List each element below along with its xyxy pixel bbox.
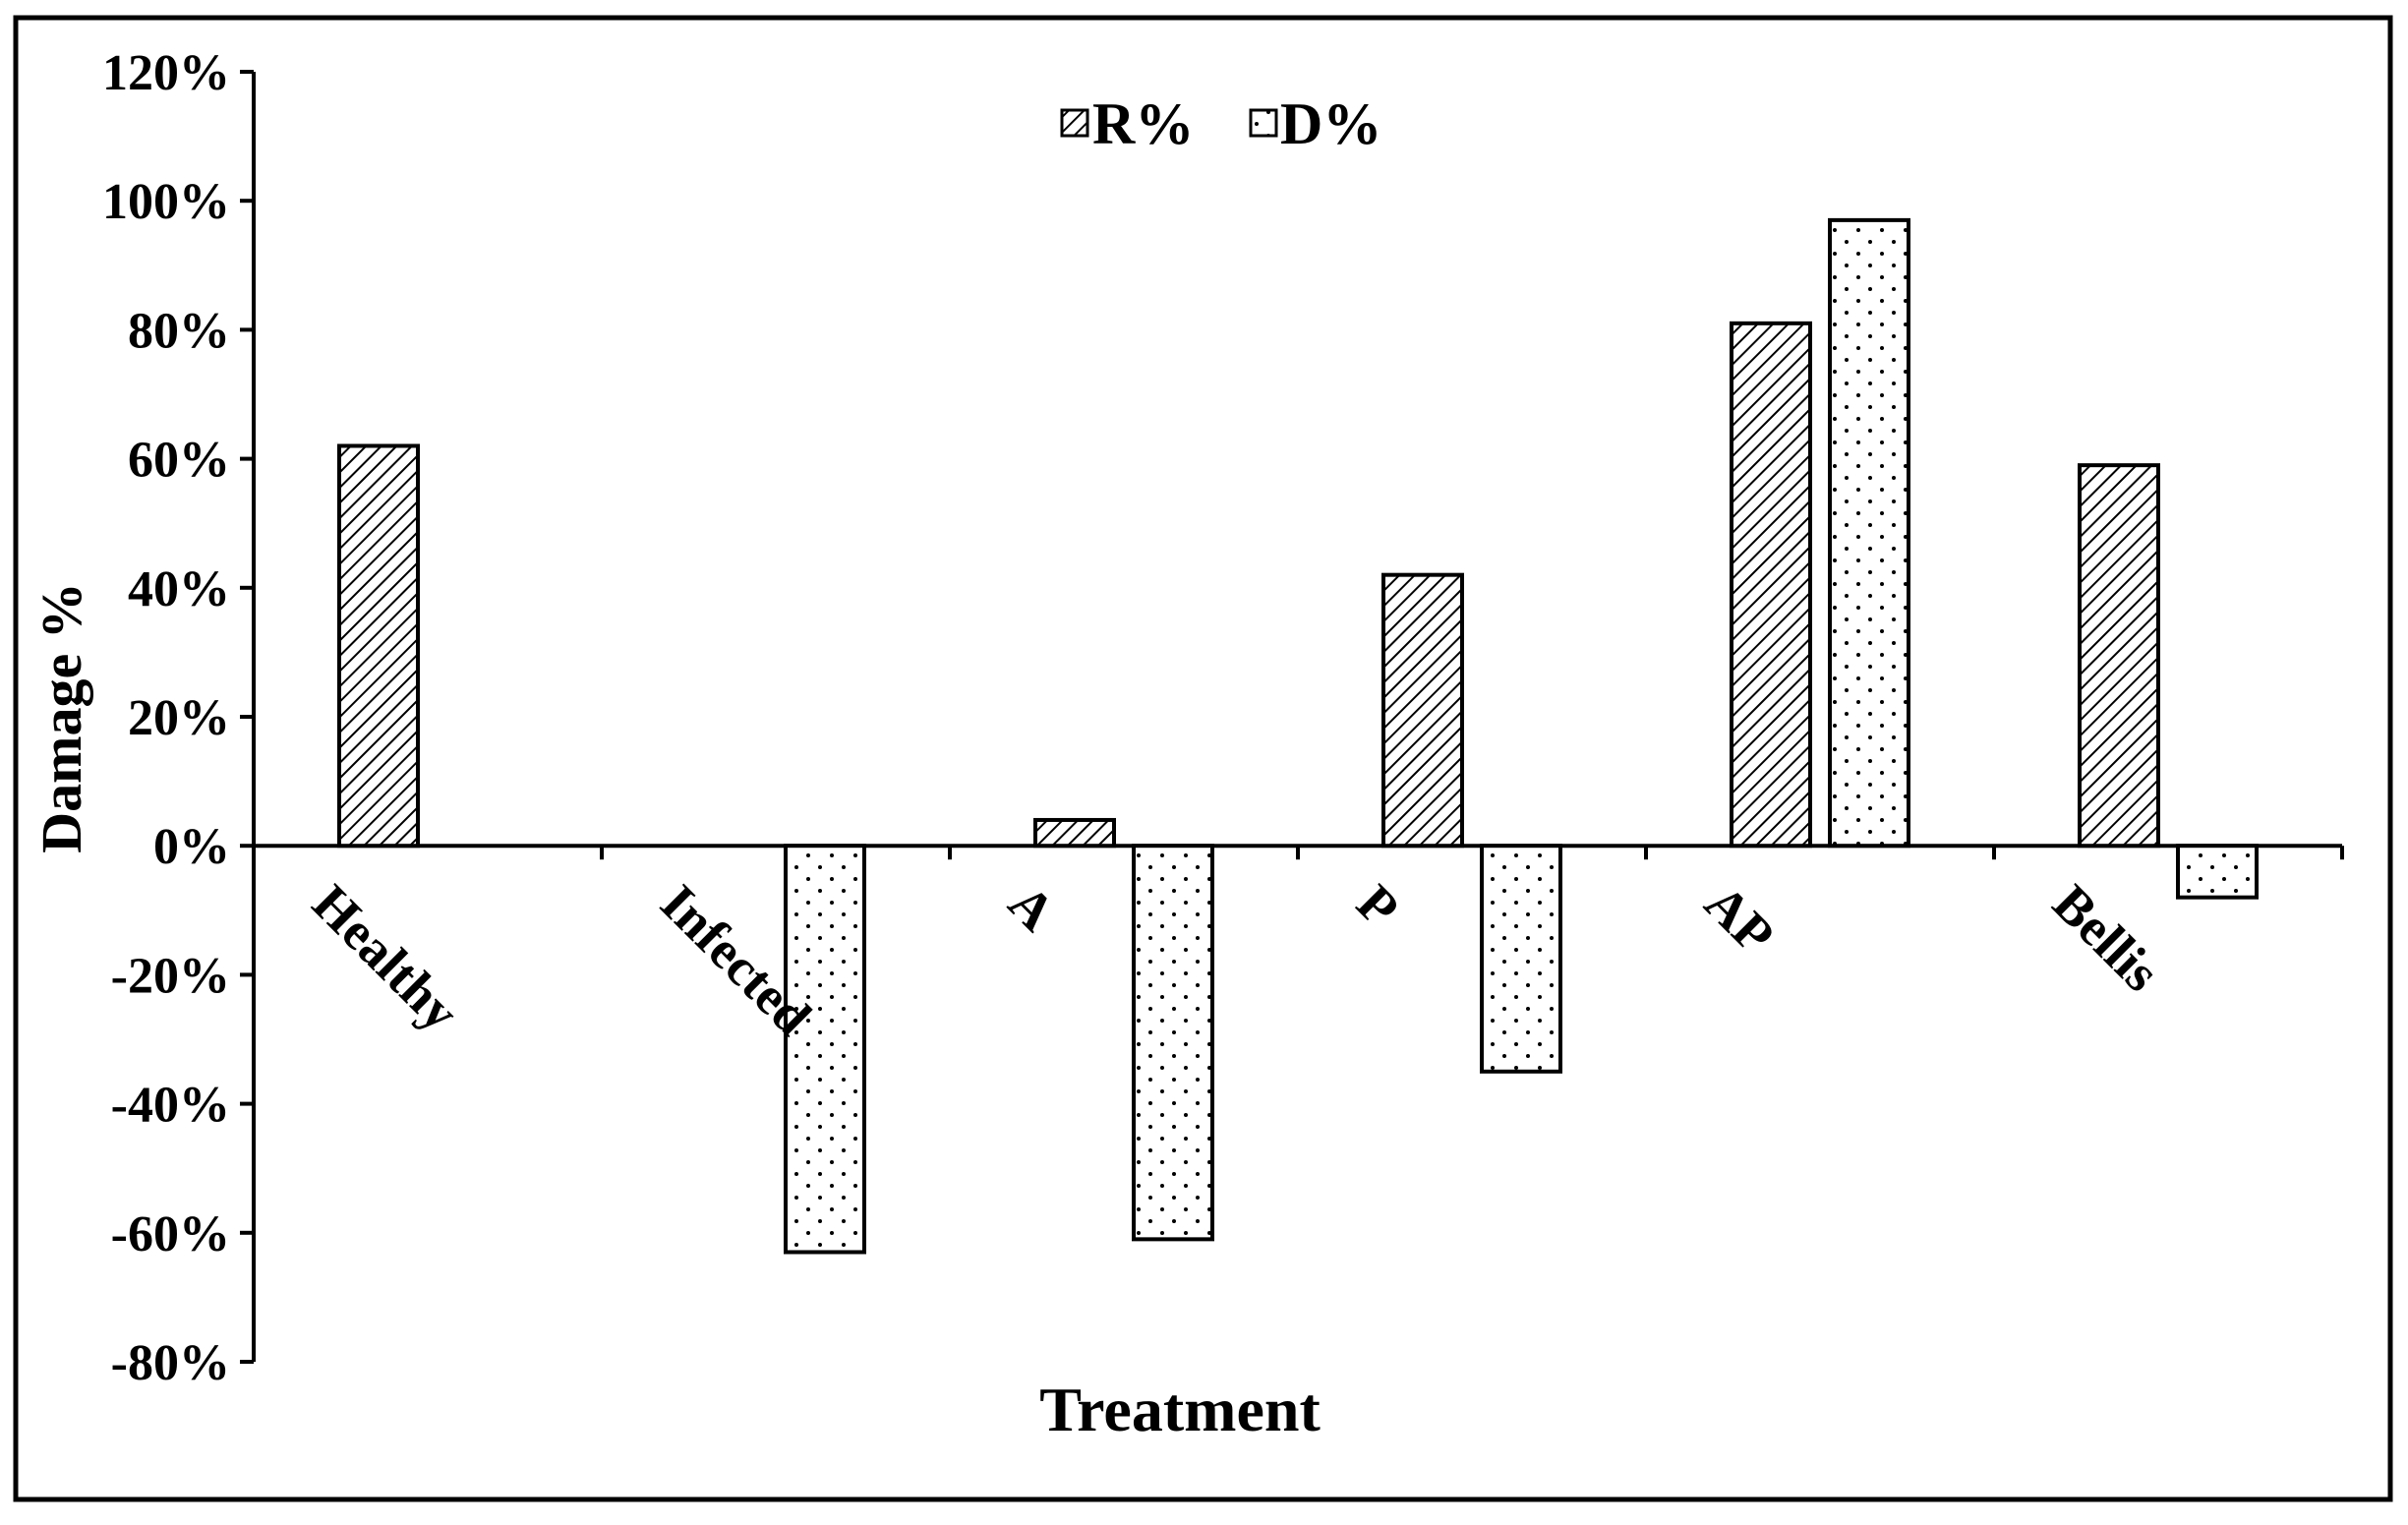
bars — [337, 217, 2259, 1255]
bar-d-bellis — [2176, 844, 2259, 900]
legend-swatch-r — [1060, 108, 1089, 138]
legend-swatch-d — [1249, 108, 1278, 138]
y-tick-label: -40% — [111, 1078, 230, 1134]
y-tick-label: 20% — [128, 690, 230, 746]
legend-label-r: R% — [1092, 91, 1194, 156]
bar-d-p — [1480, 844, 1562, 1074]
y-axis-title: Damage % — [29, 582, 93, 852]
bar-r-a — [1033, 817, 1116, 849]
y-tick-label: -20% — [111, 948, 230, 1004]
y-tick-label: 40% — [128, 561, 230, 617]
x-axis — [252, 844, 2344, 860]
bar-r-bellis — [2078, 463, 2160, 849]
bar-d-infected — [784, 844, 866, 1255]
y-tick-label: -60% — [111, 1206, 230, 1262]
bar-r-p — [1381, 572, 1464, 849]
y-tick-label: 120% — [102, 45, 230, 101]
bar-r-ap — [1730, 321, 1812, 849]
y-tick-label: -80% — [111, 1335, 230, 1391]
bar-d-a — [1132, 844, 1214, 1242]
bar-d-ap — [1828, 217, 1910, 849]
y-axis: 120% 100% 80% 60% 40% 20% 0% -20% -40% -60% -80% — [102, 45, 256, 1391]
y-tick-label: 60% — [128, 433, 230, 489]
legend: R% D% — [1060, 91, 1381, 156]
x-axis-title: Treatment — [1039, 1375, 1321, 1444]
y-tick-label: 100% — [102, 174, 230, 230]
bar-r-healthy — [337, 443, 420, 849]
legend-label-d: D% — [1280, 91, 1381, 156]
y-tick-label: 80% — [128, 303, 230, 359]
y-tick-label: 0% — [153, 819, 230, 875]
